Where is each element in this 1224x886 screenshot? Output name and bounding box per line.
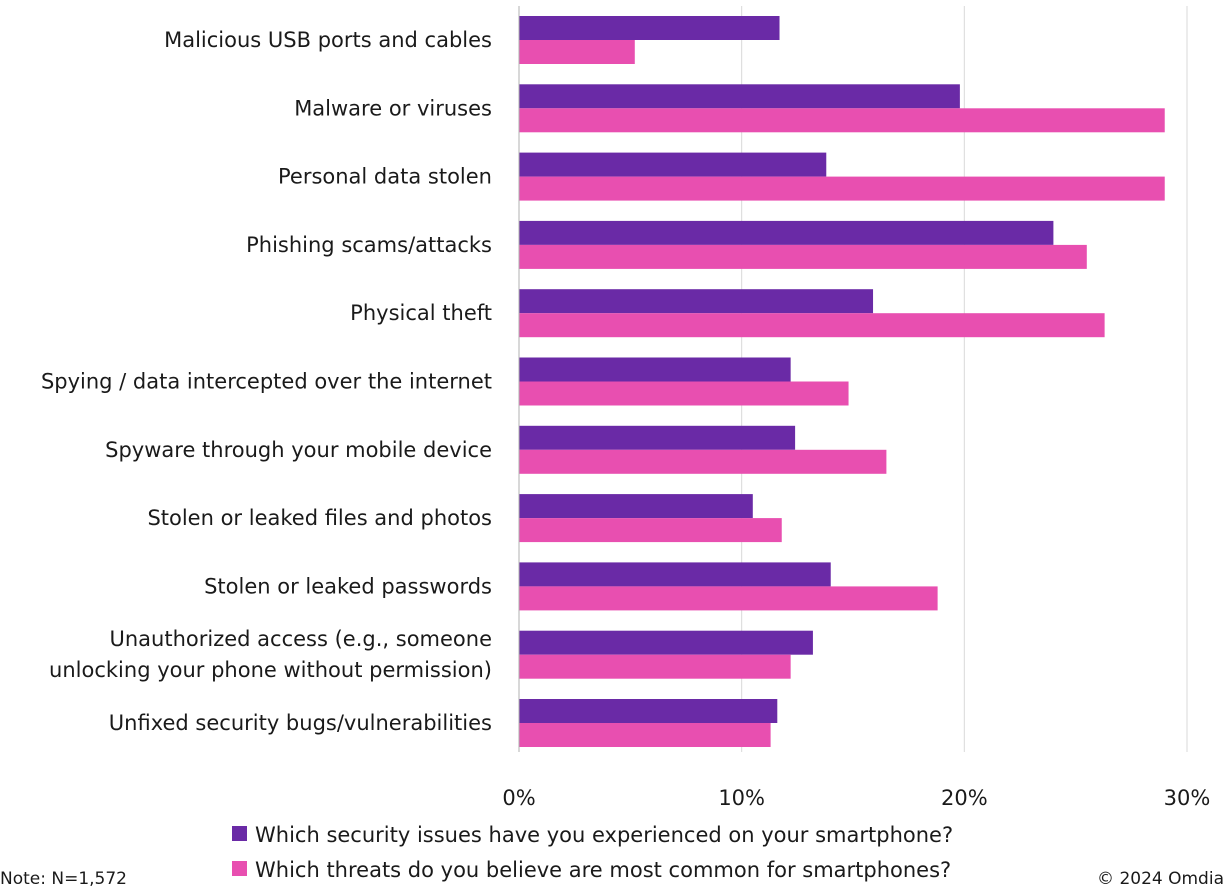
bar-believed	[519, 586, 938, 611]
x-tick-label: 30%	[1164, 786, 1211, 810]
bar-believed	[519, 313, 1105, 338]
category-label: Phishing scams/attacks	[246, 233, 492, 257]
bar-believed	[519, 40, 635, 64]
bar-believed	[519, 654, 791, 679]
category-label: Spying / data intercepted over the inter…	[41, 370, 492, 394]
legend-swatch-believed	[232, 861, 247, 876]
bar-experienced	[519, 425, 796, 450]
category-label: Unfixed security bugs/vulnerabilities	[109, 711, 492, 735]
bar-believed	[519, 518, 782, 543]
category-label: Stolen or leaked passwords	[204, 574, 492, 598]
bar-believed	[519, 244, 1087, 269]
legend-label-experienced: Which security issues have you experienc…	[255, 823, 953, 847]
footer-note: Note: N=1,572	[0, 869, 127, 886]
bar-experienced	[519, 152, 827, 177]
bar-experienced	[519, 494, 753, 519]
legend-swatch-experienced	[232, 826, 247, 841]
category-label: Spyware through your mobile device	[105, 438, 492, 462]
category-label: Stolen or leaked files and photos	[147, 506, 492, 530]
bar-experienced	[519, 16, 780, 40]
bar-experienced	[519, 562, 831, 587]
bar-experienced	[519, 357, 791, 382]
x-tick-label: 20%	[941, 786, 988, 810]
bar-believed	[519, 176, 1165, 201]
legend: Which security issues have you experienc…	[232, 823, 953, 882]
x-tick-label: 10%	[718, 786, 765, 810]
category-labels: Malicious USB ports and cables Malware or…	[41, 28, 492, 735]
bar-experienced	[519, 699, 778, 723]
x-tick-label: 0%	[502, 786, 535, 810]
bar-experienced	[519, 289, 874, 314]
legend-label-believed: Which threats do you believe are most co…	[255, 858, 951, 882]
category-label: unlocking your phone without permission)	[49, 658, 492, 682]
bar-believed	[519, 108, 1165, 133]
category-label: Malware or viruses	[294, 96, 492, 120]
category-label: Unauthorized access (e.g., someone	[110, 627, 493, 651]
bars	[519, 16, 1165, 747]
bar-believed	[519, 381, 849, 406]
category-label: Personal data stolen	[278, 165, 492, 189]
footer-copyright: © 2024 Omdia	[1097, 869, 1224, 886]
category-label: Malicious USB ports and cables	[164, 28, 492, 52]
category-label: Physical theft	[350, 301, 492, 325]
bar-experienced	[519, 630, 813, 655]
bar-believed	[519, 449, 887, 474]
bar-believed	[519, 723, 771, 747]
bar-experienced	[519, 84, 960, 109]
bar-experienced	[519, 220, 1054, 245]
x-tick-labels: 0% 10% 20% 30%	[502, 786, 1210, 810]
